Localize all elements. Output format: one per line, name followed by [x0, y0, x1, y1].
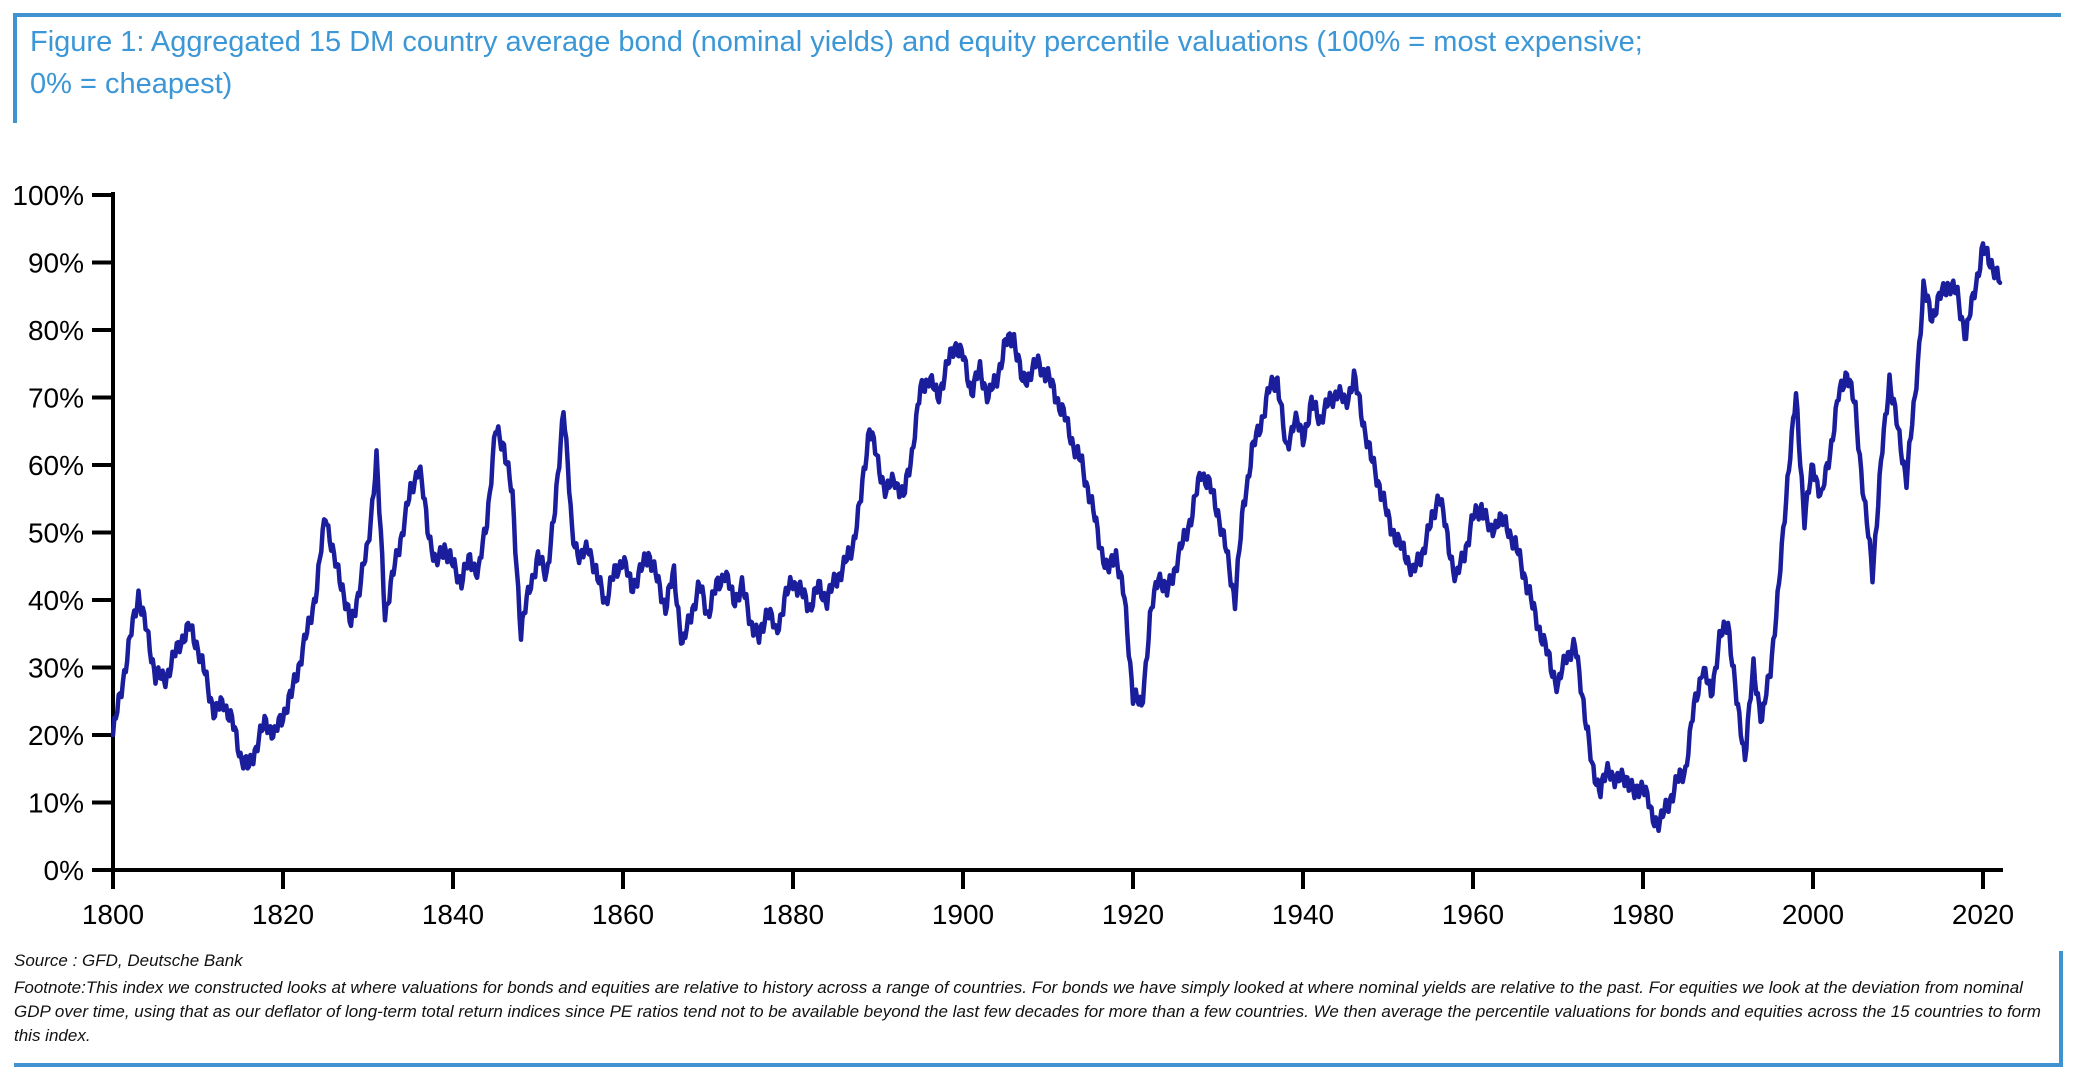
y-axis-tick-label: 50% [28, 518, 84, 549]
y-axis-tick-label: 0% [44, 855, 84, 886]
x-axis-tick-label: 2020 [1952, 899, 2014, 930]
frame-border-top [13, 13, 2061, 17]
frame-border-left [13, 13, 17, 123]
source-text: Source : GFD, Deutsche Bank [14, 951, 243, 970]
frame-border-bottom [14, 1063, 2063, 1067]
x-axis-tick-label: 1960 [1442, 899, 1504, 930]
y-axis-tick-label: 80% [28, 315, 84, 346]
x-axis-tick-label: 1980 [1612, 899, 1674, 930]
figure-title: Figure 1: Aggregated 15 DM country avera… [30, 26, 1643, 100]
x-axis-tick-label: 1820 [252, 899, 314, 930]
y-axis-tick-label: 30% [28, 653, 84, 684]
x-axis-tick-label: 1940 [1272, 899, 1334, 930]
footnote-text: Footnote:This index we constructed looks… [14, 978, 2041, 1045]
x-axis-tick-label: 1920 [1102, 899, 1164, 930]
x-axis-tick-label: 1800 [82, 899, 144, 930]
x-axis-tick-label: 2000 [1782, 899, 1844, 930]
y-axis-tick-label: 20% [28, 720, 84, 751]
y-axis-tick-label: 40% [28, 585, 84, 616]
x-axis-tick-label: 1860 [592, 899, 654, 930]
valuation-series-line [110, 241, 2003, 834]
y-axis-tick-label: 90% [28, 248, 84, 279]
y-axis-tick-label: 10% [28, 788, 84, 819]
y-axis-tick-label: 100% [12, 180, 84, 211]
x-axis-tick-label: 1880 [762, 899, 824, 930]
x-axis-tick-label: 1900 [932, 899, 994, 930]
y-axis-tick-label: 70% [28, 383, 84, 414]
y-axis-tick-label: 60% [28, 450, 84, 481]
x-axis-tick-label: 1840 [422, 899, 484, 930]
frame-border-right [2059, 951, 2063, 1067]
